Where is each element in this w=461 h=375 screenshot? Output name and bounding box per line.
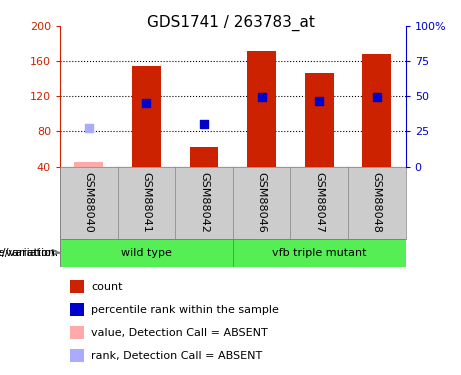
Bar <box>70 303 84 316</box>
Text: value, Detection Call = ABSENT: value, Detection Call = ABSENT <box>91 328 268 338</box>
Bar <box>74 162 103 166</box>
Text: GSM88046: GSM88046 <box>257 172 266 233</box>
Bar <box>189 147 219 166</box>
Text: GSM88047: GSM88047 <box>314 172 324 233</box>
Bar <box>132 66 161 166</box>
Text: GSM88040: GSM88040 <box>84 172 94 233</box>
Bar <box>305 73 334 166</box>
Text: genotype/variation: genotype/variation <box>0 248 59 258</box>
Bar <box>70 326 84 339</box>
Point <box>258 94 266 100</box>
Bar <box>362 54 391 166</box>
Text: GDS1741 / 263783_at: GDS1741 / 263783_at <box>147 15 314 31</box>
Text: percentile rank within the sample: percentile rank within the sample <box>91 305 279 315</box>
Bar <box>70 280 84 293</box>
Point <box>200 122 207 128</box>
Text: GSM88042: GSM88042 <box>199 172 209 233</box>
Text: GSM88041: GSM88041 <box>142 172 151 233</box>
Text: rank, Detection Call = ABSENT: rank, Detection Call = ABSENT <box>91 351 262 361</box>
Text: vfb triple mutant: vfb triple mutant <box>272 248 366 258</box>
Point <box>85 125 92 131</box>
Text: count: count <box>91 282 123 292</box>
Point <box>142 99 150 105</box>
Text: GSM88048: GSM88048 <box>372 172 382 233</box>
Bar <box>60 238 233 267</box>
Point <box>315 98 323 104</box>
Bar <box>247 51 276 166</box>
Text: genotype/variation: genotype/variation <box>0 248 55 258</box>
Point <box>373 94 381 100</box>
Text: wild type: wild type <box>121 248 172 258</box>
Bar <box>70 350 84 362</box>
Bar <box>233 238 406 267</box>
